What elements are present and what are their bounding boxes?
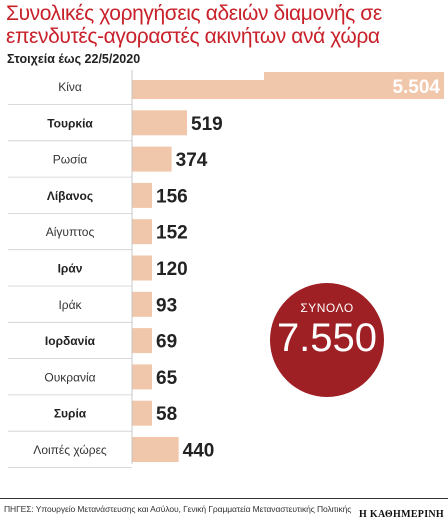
total-label: ΣΥΝΟΛΟ <box>300 301 354 315</box>
category-label: Ιράκ <box>58 298 82 312</box>
category-label: Ιορδανία <box>45 334 96 348</box>
category-label: Ουκρανία <box>44 370 95 384</box>
category-label: Αίγυπτος <box>46 225 95 239</box>
value-label: 65 <box>156 368 178 389</box>
category-label: Λίβανος <box>47 189 93 203</box>
chart-title: Συνολικές χορηγήσεις αδειών διαμονής σε … <box>6 2 382 48</box>
source-note: ΠΗΓΕΣ: Υπουργείο Μετανάστευσης και Ασύλο… <box>4 504 352 514</box>
value-label: 69 <box>156 332 177 353</box>
value-label: 58 <box>156 404 177 425</box>
brand-logo: Η ΚΑΘΗΜΕΡΙΝΗ <box>359 509 444 520</box>
bar <box>132 182 152 208</box>
category-label: Ιράν <box>58 262 83 276</box>
bar <box>132 291 152 317</box>
category-label: Τουρκία <box>47 116 93 130</box>
value-label: 519 <box>191 114 223 135</box>
value-label: 5.504 <box>392 77 440 98</box>
bar <box>132 400 152 426</box>
value-label: 152 <box>156 223 188 244</box>
value-label: 440 <box>183 441 215 462</box>
total-value: 7.550 <box>276 316 378 360</box>
category-label: Κίνα <box>58 80 82 94</box>
bar <box>132 437 179 462</box>
category-label: Λοιπές χώρες <box>33 443 107 457</box>
chart-subtitle: Στοιχεία έως 22/5/2020 <box>7 52 141 66</box>
total-badge: ΣΥΝΟΛΟ 7.550 <box>270 283 384 397</box>
bar <box>132 328 152 354</box>
category-label: Συρία <box>54 407 87 421</box>
bar <box>132 364 152 390</box>
bar <box>132 110 187 136</box>
category-label: Ρωσία <box>53 153 87 167</box>
bar <box>132 255 152 281</box>
bar <box>132 219 152 245</box>
bar-chart: Κίνα 5.504 Τουρκία 519 Ρωσία 374 Λίβανος 156 Αίγ… <box>8 70 444 468</box>
bar <box>132 146 172 172</box>
footer-divider <box>0 498 448 499</box>
value-label: 156 <box>156 186 188 207</box>
value-label: 120 <box>156 259 188 280</box>
bar <box>132 72 444 99</box>
value-label: 374 <box>176 150 208 171</box>
value-label: 93 <box>156 295 177 316</box>
